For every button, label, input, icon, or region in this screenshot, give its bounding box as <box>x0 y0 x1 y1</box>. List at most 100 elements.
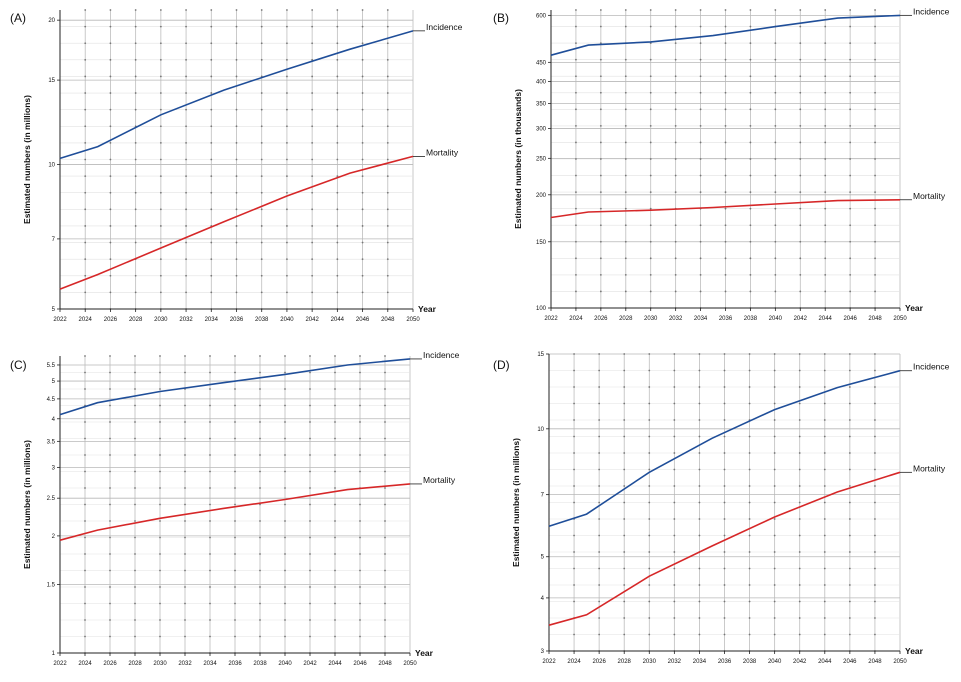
grid-dot <box>84 125 87 128</box>
grid-dot <box>134 175 137 178</box>
grid-dot <box>874 42 876 45</box>
grid-dot <box>284 371 286 374</box>
grid-dot <box>361 274 364 277</box>
grid-dot <box>260 9 263 11</box>
grid-dot <box>673 353 676 355</box>
grid-dot <box>773 584 776 586</box>
grid-dot <box>109 586 111 588</box>
grid-dot <box>234 388 236 390</box>
grid-dot <box>286 225 288 227</box>
grid-dot <box>674 158 677 160</box>
grid-dot <box>723 468 726 471</box>
grid-dot <box>848 501 851 504</box>
grid-dot <box>698 617 701 619</box>
grid-dot <box>259 586 261 588</box>
grid-dot <box>874 108 876 111</box>
grid-dot <box>573 419 575 421</box>
grid-dot <box>234 421 236 423</box>
grid-dot <box>134 602 136 605</box>
grid-dot <box>573 584 575 586</box>
grid-dot <box>260 291 263 294</box>
grid-dot <box>748 369 751 372</box>
grid-dot <box>384 536 386 539</box>
series-label-mortality: Mortality <box>423 475 456 485</box>
grid-dot <box>384 421 386 423</box>
series-line-incidence <box>59 358 411 416</box>
grid-dot <box>361 258 364 261</box>
grid-dot <box>724 42 727 45</box>
grid-dot <box>623 419 626 421</box>
grid-dot <box>109 404 111 407</box>
series-line-incidence <box>548 369 901 527</box>
grid-dot <box>210 191 213 194</box>
grid-dot <box>386 258 389 261</box>
y-axis-title: Estimated numbers (in millions) <box>22 95 32 224</box>
grid-dot <box>209 371 211 374</box>
grid-dot <box>798 633 801 636</box>
grid-dot <box>134 191 137 194</box>
grid-dot <box>235 42 238 45</box>
grid-dot <box>849 58 852 61</box>
grid-dot <box>573 353 575 355</box>
grid-dot <box>748 485 751 487</box>
grid-dot <box>361 241 364 244</box>
grid-dot <box>384 487 386 489</box>
grid-dot <box>649 290 652 293</box>
grid-dot <box>209 536 211 539</box>
grid-dot <box>159 388 161 390</box>
grid-dot <box>824 290 827 293</box>
grid-dot <box>623 353 626 355</box>
grid-dot <box>386 175 389 178</box>
x-tick-label: 2050 <box>893 659 907 665</box>
grid-dot <box>185 42 187 45</box>
panel-label: (B) <box>493 11 509 25</box>
x-tick-label: 2036 <box>719 316 733 322</box>
x-tick-label: 2034 <box>693 659 707 665</box>
x-tick-label: 2034 <box>694 316 708 322</box>
grid-dot <box>159 619 161 621</box>
grid-dot <box>624 240 627 243</box>
grid-dot <box>698 369 701 372</box>
grid-dot <box>159 536 161 539</box>
grid-dot <box>748 452 751 454</box>
grid-dot <box>311 92 314 94</box>
grid-dot <box>84 58 87 61</box>
grid-dot <box>774 124 777 127</box>
grid-dot <box>334 520 336 522</box>
grid-dot <box>284 421 286 423</box>
grid-dot <box>260 25 263 28</box>
grid-dot <box>848 584 851 586</box>
grid-dot <box>386 108 389 111</box>
grid-dot <box>184 635 186 638</box>
grid-dot <box>134 241 137 244</box>
x-tick-label: 2038 <box>253 661 267 667</box>
grid-dot <box>648 435 651 438</box>
grid-dot <box>361 208 364 211</box>
grid-dot <box>849 257 852 260</box>
grid-dot <box>84 274 87 277</box>
grid-dot <box>648 534 651 537</box>
grid-dot <box>134 388 136 390</box>
grid-dot <box>874 402 876 405</box>
grid-dot <box>799 174 802 177</box>
grid-dot <box>748 468 751 471</box>
grid-dot <box>798 584 801 586</box>
grid-dot <box>384 569 386 572</box>
grid-dot <box>361 175 364 178</box>
grid-dot <box>84 191 87 194</box>
grid-dot <box>284 503 286 506</box>
grid-dot <box>134 291 137 294</box>
grid-dot <box>573 485 575 487</box>
grid-dot <box>309 371 311 374</box>
grid-dot <box>773 452 776 454</box>
grid-dot <box>799 108 802 111</box>
grid-dot <box>260 58 263 61</box>
grid-dot <box>874 534 876 537</box>
grid-dot <box>184 536 186 539</box>
grid-dot <box>260 92 263 94</box>
grid-dot <box>259 404 261 407</box>
grid-dot <box>109 371 111 374</box>
grid-dot <box>723 633 726 636</box>
grid-dot <box>673 419 676 421</box>
grid-dot <box>799 207 802 210</box>
